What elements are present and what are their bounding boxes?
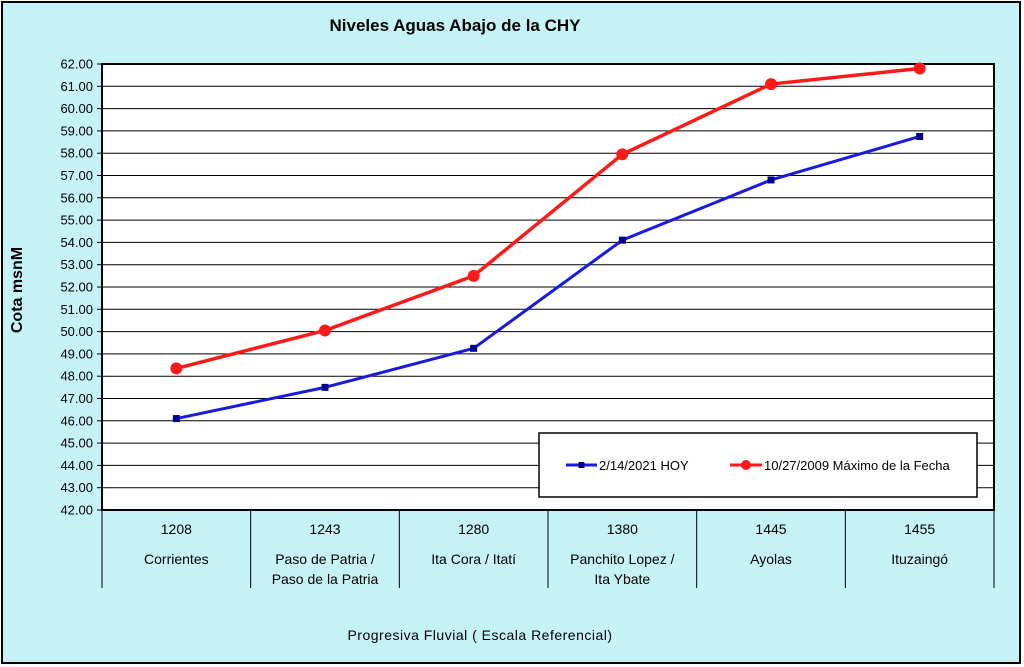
y-tick-label: 58.00 [60, 146, 93, 161]
data-point [916, 132, 924, 140]
data-point [767, 176, 775, 184]
legend-swatch-marker [578, 462, 585, 468]
x-axis-label: Progresiva Fluvial ( Escala Referencial) [347, 627, 613, 643]
y-tick-label: 44.00 [60, 458, 93, 473]
category-name-label: Paso de la Patria [272, 571, 379, 587]
data-point [170, 362, 183, 375]
y-tick-label: 60.00 [60, 101, 93, 116]
y-tick-label: 45.00 [60, 436, 93, 451]
data-point [765, 78, 777, 91]
category-name-label: Ituzaingó [891, 551, 948, 567]
data-point [172, 415, 180, 423]
data-point [616, 148, 629, 161]
data-point [618, 236, 626, 244]
y-tick-label: 51.00 [60, 302, 93, 317]
category-name-label: Corrientes [144, 551, 209, 567]
y-tick-label: 42.00 [60, 503, 93, 518]
data-point [913, 62, 926, 75]
category-code-label: 1380 [607, 521, 638, 537]
legend: 2/14/2021 HOY 10/27/2009 Máximo de la Fec… [538, 432, 978, 498]
y-tick-label: 50.00 [60, 324, 93, 339]
category-code-label: 1280 [458, 521, 489, 537]
data-point [467, 269, 480, 282]
series-line [176, 135, 921, 421]
category-code-label: 1208 [161, 521, 192, 537]
legend-label: 2/14/2021 HOY [599, 458, 689, 473]
y-tick-label: 52.00 [60, 280, 93, 295]
data-point [321, 383, 329, 391]
y-tick-label: 56.00 [60, 190, 93, 205]
chart-title: Niveles Aguas Abajo de la CHY [329, 16, 581, 35]
y-tick-label: 46.00 [60, 413, 93, 428]
y-tick-label: 48.00 [60, 369, 93, 384]
series-layer [170, 62, 926, 423]
y-tick-label: 53.00 [60, 257, 93, 272]
y-tick-label: 43.00 [60, 480, 93, 495]
category-code-label: 1445 [755, 521, 786, 537]
y-tick-label: 49.00 [60, 346, 93, 361]
y-tick-label: 59.00 [60, 123, 93, 138]
category-name-label: Panchito Lopez / [570, 551, 674, 567]
category-code-label: 1243 [309, 521, 340, 537]
y-tick-label: 54.00 [60, 235, 93, 250]
y-tick-label: 55.00 [60, 213, 93, 228]
category-name-label: Ita Cora / Itatí [431, 551, 516, 567]
data-point [319, 324, 331, 337]
category-name-label: Paso de Patria / [275, 551, 375, 567]
data-point [470, 344, 478, 352]
legend-swatch-marker [741, 460, 751, 470]
category-code-label: 1455 [904, 521, 935, 537]
category-name-label: Ita Ybate [594, 571, 650, 587]
y-tick-label: 61.00 [60, 79, 93, 94]
y-tick-label: 47.00 [60, 391, 93, 406]
axis-layer: 42.00 43.00 44.00 45.00 46.00 47.00 48.00 49.00… [60, 57, 995, 588]
y-tick-label: 62.00 [60, 57, 93, 72]
y-tick-label: 57.00 [60, 168, 93, 183]
series-line [175, 66, 920, 371]
legend-label: 10/27/2009 Máximo de la Fecha [764, 458, 950, 473]
category-name-label: Ayolas [750, 551, 792, 567]
